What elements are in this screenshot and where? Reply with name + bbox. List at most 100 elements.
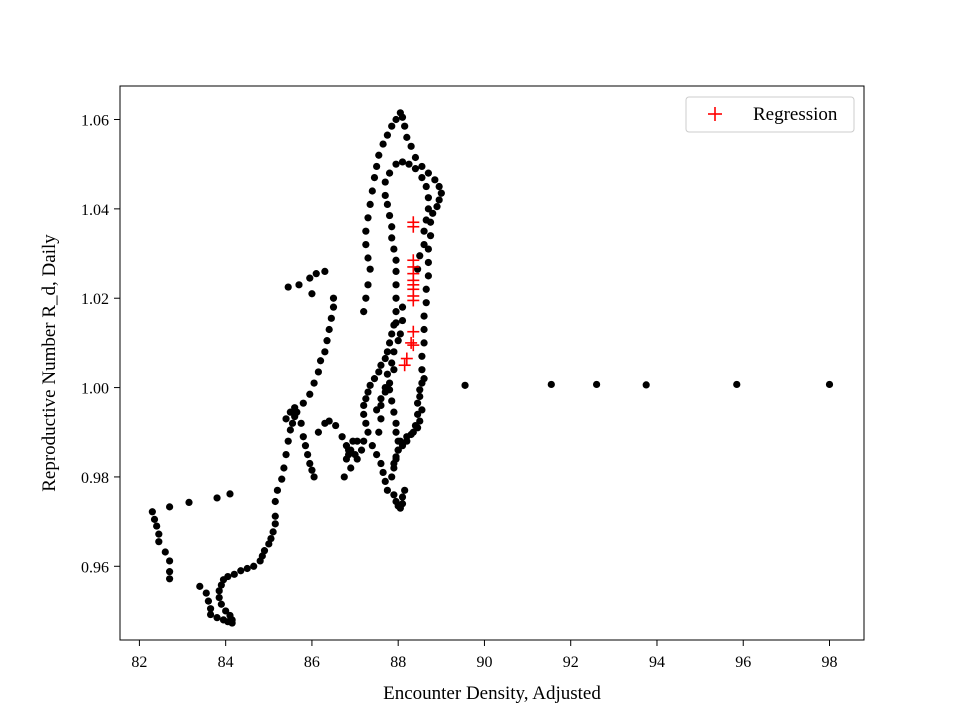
data-point bbox=[398, 493, 407, 501]
data-point bbox=[381, 178, 389, 186]
data-point bbox=[390, 459, 398, 468]
data-point bbox=[385, 379, 394, 387]
data-point bbox=[420, 227, 428, 235]
x-axis: 82 84 86 88 90 92 94 96 98 bbox=[131, 640, 837, 671]
data-point bbox=[185, 498, 193, 506]
data-point bbox=[420, 241, 428, 249]
data-point bbox=[155, 530, 163, 538]
data-point bbox=[398, 316, 407, 325]
data-point bbox=[373, 406, 381, 414]
data-point bbox=[366, 381, 374, 389]
y-axis-label: Reproductive Number R_d, Daily bbox=[39, 234, 60, 492]
data-point bbox=[825, 380, 834, 389]
data-point bbox=[370, 173, 379, 182]
data-point bbox=[392, 428, 400, 436]
data-point bbox=[325, 417, 333, 425]
data-point bbox=[366, 200, 374, 208]
data-point bbox=[327, 314, 335, 322]
data-point bbox=[392, 115, 400, 124]
data-point bbox=[206, 605, 215, 613]
regression-point bbox=[400, 352, 413, 365]
data-point bbox=[373, 450, 381, 459]
y-tick-label: 0.96 bbox=[81, 559, 109, 576]
data-point bbox=[377, 361, 385, 369]
data-point bbox=[401, 122, 409, 130]
y-tick-label: 1.00 bbox=[81, 381, 109, 398]
data-point bbox=[388, 122, 396, 130]
data-point bbox=[166, 575, 174, 583]
data-point bbox=[347, 464, 355, 472]
data-point bbox=[342, 455, 351, 463]
data-point bbox=[388, 223, 396, 231]
data-point bbox=[166, 503, 174, 511]
data-point bbox=[388, 330, 396, 338]
data-point bbox=[338, 433, 346, 441]
data-point bbox=[381, 383, 389, 392]
data-point bbox=[360, 401, 368, 410]
data-point bbox=[267, 534, 275, 543]
data-point bbox=[308, 290, 316, 298]
data-point bbox=[392, 294, 400, 302]
data-point bbox=[433, 203, 441, 211]
data-point bbox=[429, 209, 437, 217]
data-point bbox=[288, 419, 297, 427]
data-point bbox=[269, 528, 277, 536]
data-point bbox=[271, 512, 279, 520]
regression-point bbox=[405, 336, 418, 349]
data-point bbox=[202, 589, 210, 597]
regression-point bbox=[398, 359, 411, 372]
data-point bbox=[364, 281, 372, 289]
data-point bbox=[420, 375, 428, 383]
data-point bbox=[286, 426, 294, 434]
data-point bbox=[375, 368, 383, 376]
data-point bbox=[592, 380, 601, 389]
x-tick-label: 94 bbox=[649, 654, 665, 671]
y-tick-label: 1.04 bbox=[81, 202, 109, 219]
data-point bbox=[394, 446, 402, 454]
data-point bbox=[368, 187, 376, 195]
data-point bbox=[166, 568, 174, 576]
data-point bbox=[403, 133, 411, 141]
data-point bbox=[414, 410, 422, 418]
data-point bbox=[206, 610, 215, 619]
data-point bbox=[280, 464, 288, 472]
data-point bbox=[368, 442, 376, 450]
data-point bbox=[388, 234, 396, 242]
data-point bbox=[329, 294, 338, 302]
y-tick-label: 1.02 bbox=[81, 291, 109, 308]
data-point bbox=[424, 169, 432, 177]
data-point bbox=[418, 173, 426, 182]
data-point bbox=[215, 593, 223, 602]
data-point bbox=[196, 582, 204, 590]
data-point bbox=[385, 211, 394, 220]
data-point bbox=[362, 294, 370, 302]
data-point bbox=[226, 611, 234, 620]
data-point bbox=[284, 437, 292, 445]
data-point bbox=[314, 368, 322, 376]
regression-point bbox=[407, 325, 420, 338]
data-point bbox=[461, 381, 469, 389]
legend-label-regression: Regression bbox=[753, 104, 838, 125]
data-point bbox=[407, 430, 415, 439]
x-tick-label: 92 bbox=[563, 654, 579, 671]
data-point bbox=[396, 109, 404, 117]
data-point bbox=[295, 281, 303, 289]
data-point bbox=[377, 401, 385, 410]
data-point bbox=[416, 417, 424, 425]
data-point bbox=[148, 508, 156, 516]
data-point bbox=[407, 142, 415, 150]
data-point bbox=[381, 477, 389, 485]
data-point bbox=[329, 303, 338, 311]
data-point bbox=[435, 196, 443, 204]
x-tick-label: 96 bbox=[735, 654, 751, 671]
data-point bbox=[392, 419, 400, 427]
data-point bbox=[364, 214, 372, 222]
data-point bbox=[250, 562, 258, 570]
data-point bbox=[390, 408, 398, 416]
data-point bbox=[360, 437, 368, 445]
data-point bbox=[299, 399, 307, 407]
data-point bbox=[316, 357, 325, 365]
data-point bbox=[379, 140, 387, 148]
data-point bbox=[230, 570, 238, 578]
